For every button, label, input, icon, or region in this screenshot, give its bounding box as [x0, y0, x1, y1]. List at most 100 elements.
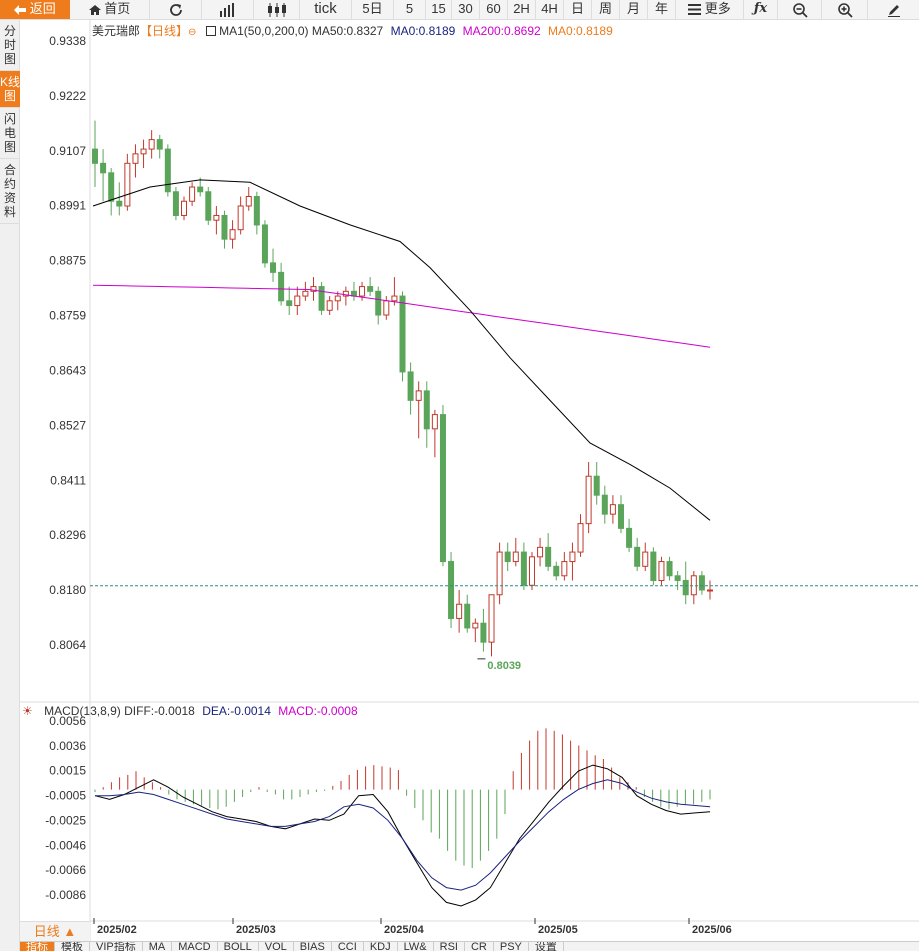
indicator-icon[interactable] [205, 26, 216, 36]
tab-6[interactable]: VOL [259, 942, 294, 951]
tab-2[interactable]: VIP指标 [90, 942, 143, 951]
price-tick-label: 0.8180 [49, 583, 86, 597]
bottom-tabs: 指标 模板 VIP指标 MA MACD BOLL VOL BIAS CCI KDJ LW& RSI CR… [20, 941, 919, 951]
candle-body [294, 295, 301, 307]
zoom-out-button[interactable] [778, 0, 822, 19]
week-button[interactable]: 周 [592, 0, 620, 19]
candle-body [528, 556, 535, 586]
chart-area[interactable]: 0.9338 0.9222 0.9107 0.8991 0.8875 0.8759 0.86… [0, 20, 919, 941]
month-button[interactable]: 月 [620, 0, 648, 19]
candle-body [439, 414, 446, 563]
candle-body [172, 191, 179, 216]
date-label: 2025/04 [384, 924, 425, 936]
price-tick-label: 0.9338 [49, 34, 86, 48]
back-button[interactable]: 返回 [0, 0, 70, 19]
tab-0[interactable]: 指标 [20, 942, 55, 951]
ma0-label-1: MA0:0.8189 [390, 24, 456, 38]
candle-body [92, 148, 98, 164]
15min-button[interactable]: 15 [426, 0, 452, 19]
macd-tick-label: 0.0056 [49, 714, 86, 728]
formula-button[interactable]: ƒx [744, 0, 778, 19]
candle-body [229, 229, 236, 240]
candle-body [399, 295, 406, 373]
tab-9[interactable]: KDJ [364, 942, 398, 951]
sidebar-item-flash[interactable]: 闪电图 [0, 108, 20, 159]
candle-body [431, 414, 438, 430]
zoom-in-button[interactable] [822, 0, 868, 19]
sidebar-item-timeshare[interactable]: 分时图 [0, 20, 20, 71]
tick-button[interactable]: tick [300, 0, 352, 19]
30min-button[interactable]: 30 [452, 0, 480, 19]
ma200-label: MA200:0.8692 [462, 24, 541, 38]
tab-12[interactable]: CR [465, 942, 494, 951]
day-button[interactable]: 日 [564, 0, 592, 19]
low-price-label: 0.8039 [487, 660, 521, 672]
back-arrow-icon [14, 4, 27, 15]
tab-4[interactable]: MACD [172, 942, 218, 951]
tab-8[interactable]: CCI [332, 942, 364, 951]
candle-body [181, 200, 188, 216]
candle-body [148, 139, 155, 150]
5min-button[interactable]: 5 [394, 0, 426, 19]
draw-button[interactable] [868, 0, 919, 19]
candle-body [642, 551, 649, 567]
candle-body [140, 148, 147, 155]
4h-button[interactable]: 4H [536, 0, 564, 19]
candle-body [342, 290, 349, 297]
candle-body [569, 551, 576, 563]
5day-button[interactable]: 5日 [352, 0, 394, 19]
price-tick-label: 0.8527 [49, 418, 86, 432]
candle-body [302, 290, 309, 297]
candle-type-button[interactable] [254, 0, 300, 19]
candle-body [537, 546, 544, 558]
settings-icon[interactable]: ⊖ [188, 27, 197, 38]
macd-tick-label: -0.0005 [45, 789, 86, 803]
tab-11[interactable]: RSI [434, 942, 465, 951]
refresh-icon [169, 3, 182, 16]
candle-body [609, 504, 616, 515]
more-button[interactable]: 更多 [676, 0, 744, 19]
candle-body [407, 371, 414, 401]
tab-13[interactable]: PSY [494, 942, 529, 951]
candle-body [698, 575, 705, 591]
candle-body [553, 565, 560, 577]
price-tick-label: 0.8411 [50, 473, 86, 487]
candle-body [634, 546, 641, 567]
candle-body [658, 561, 665, 582]
year-button[interactable]: 年 [648, 0, 676, 19]
candle-body [164, 148, 171, 193]
sidebar: 分时图 K线图 闪电图 合约资料 [0, 20, 20, 951]
candle-body [156, 139, 163, 150]
refresh-button[interactable] [150, 0, 202, 19]
60min-button[interactable]: 60 [480, 0, 508, 19]
tab-7[interactable]: BIAS [294, 942, 332, 951]
price-tick-label: 0.8064 [49, 638, 86, 652]
candle-body [367, 286, 374, 292]
chart-indicator-button[interactable] [202, 0, 254, 19]
sidebar-item-kline[interactable]: K线图 [0, 71, 20, 108]
candle-body [245, 196, 252, 207]
sidebar-item-contract-info[interactable]: 合约资料 [0, 159, 20, 224]
candle-body [334, 295, 341, 302]
tab-5[interactable]: BOLL [218, 942, 259, 951]
candle-body [577, 523, 584, 553]
price-tick-label: 0.8991 [49, 199, 86, 213]
candle-body [707, 589, 713, 592]
ma0-label-2: MA0:0.8189 [548, 24, 613, 38]
tab-10[interactable]: LW& [398, 942, 434, 951]
candle-body [472, 622, 479, 629]
candle-body [270, 262, 277, 273]
sun-icon[interactable]: ☀ [22, 704, 33, 718]
tab-14[interactable]: 设置 [529, 942, 564, 951]
macd-value: MACD:-0.0008 [278, 704, 358, 718]
macd-tick-label: -0.0025 [45, 813, 86, 827]
macd-tick-label: 0.0015 [49, 764, 86, 778]
candle-body [310, 286, 317, 292]
tab-3[interactable]: MA [143, 942, 173, 951]
home-button[interactable]: 首页 [70, 0, 150, 19]
candle-body [488, 594, 495, 643]
period-selector[interactable]: 日线 ▲ [20, 921, 90, 941]
candle-body [261, 224, 268, 264]
tab-1[interactable]: 模板 [55, 942, 90, 951]
2h-button[interactable]: 2H [508, 0, 536, 19]
